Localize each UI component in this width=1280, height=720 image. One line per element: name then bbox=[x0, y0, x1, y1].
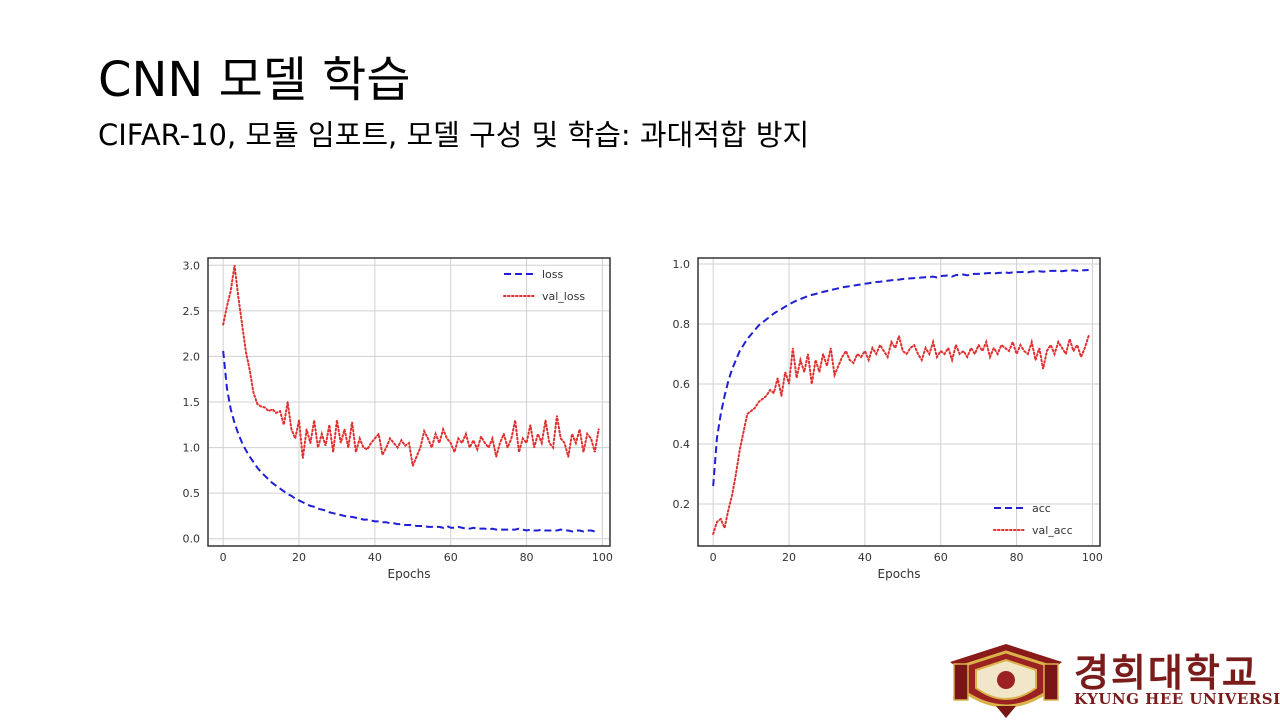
y-tick-label: 0.0 bbox=[183, 533, 201, 546]
y-tick-label: 0.4 bbox=[673, 438, 691, 451]
university-logo: 경희대학교 KYUNG HEE UNIVERSITY bbox=[946, 640, 1280, 720]
x-tick-label: 60 bbox=[934, 551, 948, 564]
y-tick-label: 1.0 bbox=[673, 258, 691, 271]
x-tick-label: 20 bbox=[782, 551, 796, 564]
legend-label-val-loss: val_loss bbox=[542, 290, 585, 303]
x-tick-label: 80 bbox=[520, 551, 534, 564]
series-line-val-loss bbox=[222, 265, 600, 470]
y-tick-label: 1.5 bbox=[183, 396, 201, 409]
x-tick-label: 0 bbox=[220, 551, 227, 564]
y-tick-label: 0.6 bbox=[673, 378, 691, 391]
plot-frame bbox=[697, 257, 1101, 547]
legend-label-acc: acc bbox=[1032, 502, 1051, 515]
y-tick-label: 0.2 bbox=[673, 498, 691, 511]
x-tick-label: 60 bbox=[444, 551, 458, 564]
loss-chart: 0 20 40 60 80 100 0.0 0.5 1.0 1.5 2.0 2.5 3.0 Epochs l… bbox=[183, 257, 613, 581]
y-tick-label: 0.8 bbox=[673, 318, 691, 331]
x-tick-label: 40 bbox=[858, 551, 872, 564]
y-tick-label: 2.5 bbox=[183, 305, 201, 318]
plot-area bbox=[698, 258, 1100, 546]
x-axis-label: Epochs bbox=[878, 567, 921, 581]
slide-title: CNN 모델 학습 bbox=[98, 52, 411, 108]
x-tick-label: 80 bbox=[1010, 551, 1024, 564]
logo-korean-text: 경희대학교 bbox=[1074, 651, 1259, 695]
y-tick-label: 1.0 bbox=[183, 442, 201, 455]
legend-label-val-acc: val_acc bbox=[1032, 524, 1073, 537]
x-axis-label: Epochs bbox=[388, 567, 431, 581]
plot-frame bbox=[207, 257, 611, 547]
x-tick-label: 20 bbox=[292, 551, 306, 564]
university-emblem-icon bbox=[950, 644, 1062, 718]
legend-label-loss: loss bbox=[542, 268, 564, 281]
accuracy-chart: 0 20 40 60 80 100 0.2 0.4 0.6 0.8 1.0 Epochs acc val_… bbox=[673, 257, 1103, 581]
series-line-loss bbox=[222, 350, 599, 533]
y-tick-label: 0.5 bbox=[183, 487, 201, 500]
series-line-val-acc bbox=[712, 332, 1090, 535]
x-tick-label: 100 bbox=[1082, 551, 1103, 564]
x-tick-label: 100 bbox=[592, 551, 613, 564]
slide-subtitle: CIFAR-10, 모듈 임포트, 모델 구성 및 학습: 과대적합 방지 bbox=[98, 118, 810, 152]
logo-english-text: KYUNG HEE UNIVERSITY bbox=[1074, 690, 1280, 708]
series-line-acc bbox=[712, 269, 1089, 487]
y-tick-label: 3.0 bbox=[183, 259, 201, 272]
y-tick-label: 2.0 bbox=[183, 350, 201, 363]
x-tick-label: 40 bbox=[368, 551, 382, 564]
x-tick-label: 0 bbox=[710, 551, 717, 564]
